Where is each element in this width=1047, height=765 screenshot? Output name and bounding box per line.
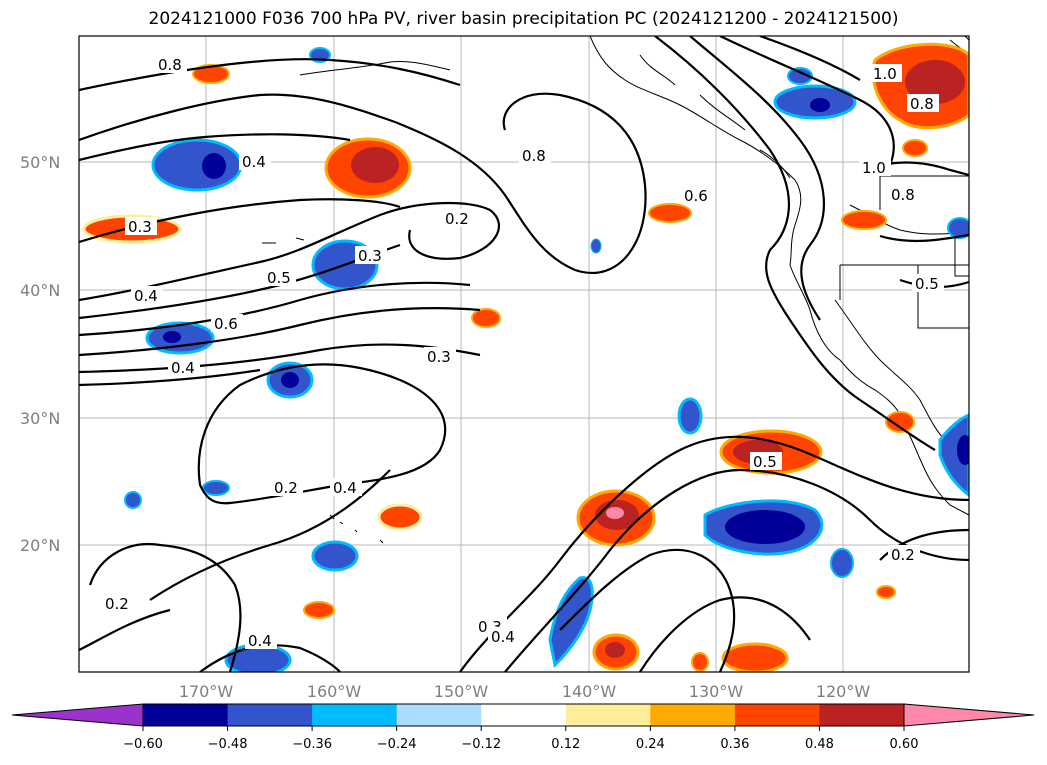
colorbar-tick-label: 0.24 (636, 737, 665, 752)
colorbar-extend-high (903, 703, 1035, 727)
contour-label: 0.3 (358, 247, 382, 265)
lat-label: 50°N (20, 153, 60, 172)
contour-label: 0.8 (910, 95, 934, 113)
colorbar: −0.60 −0.48 −0.36 −0.24 −0.12 0.12 0.24 0.36 0.4… (11, 703, 1035, 752)
colorbar-segment (396, 704, 482, 726)
contour-label: 0.2 (274, 479, 298, 497)
longitude-labels: 170°W 160°W 150°W 140°W 130°W 120°W (179, 682, 871, 701)
contour-label: 0.2 (445, 210, 469, 228)
contour-label: 0.4 (242, 153, 266, 171)
colorbar-segment (312, 704, 398, 726)
contour-label: 0.4 (333, 479, 357, 497)
contour-label: 0.5 (915, 275, 939, 293)
map-frame (78, 35, 970, 673)
colorbar-extend-low (11, 703, 144, 727)
contour-label: 0.8 (891, 186, 915, 204)
lat-label: 30°N (20, 409, 60, 428)
colorbar-tick-label: 0.48 (805, 737, 834, 752)
contour-label: 0.6 (684, 187, 708, 205)
colorbar-tick-label: 0.36 (720, 737, 749, 752)
pv-contours (79, 36, 969, 672)
contour-label: 0.5 (267, 269, 291, 287)
lon-label: 160°W (307, 682, 362, 701)
colorbar-tick-label: −0.12 (461, 737, 501, 752)
contour-label: 0.4 (248, 632, 272, 650)
contour-label: 0.2 (891, 546, 915, 564)
contour-label: 0.3 (427, 348, 451, 366)
lon-label: 140°W (562, 682, 617, 701)
contour-label: 0.8 (158, 56, 182, 74)
colorbar-tick-label: −0.48 (208, 737, 248, 752)
colorbar-tick-label: −0.60 (123, 737, 163, 752)
contour-label: 1.0 (873, 65, 897, 83)
colorbar-outline (142, 703, 905, 727)
contour-labels: 0.8 0.4 0.3 0.8 0.2 0.3 0.5 0.4 0.6 0.4 … (102, 55, 944, 650)
colorbar-tick-label: −0.24 (377, 737, 417, 752)
contour-label: 0.4 (134, 287, 158, 305)
contour-label: 0.4 (171, 359, 195, 377)
contour-label: 0.8 (522, 147, 546, 165)
contour-label: 0.6 (214, 315, 238, 333)
contour-label: 0.5 (753, 453, 777, 471)
colorbar-tick-label: 0.60 (890, 737, 919, 752)
contour-label: 0.2 (105, 595, 129, 613)
colorbar-tick-label: −0.36 (292, 737, 332, 752)
lat-label: 40°N (20, 281, 60, 300)
lat-label: 20°N (20, 536, 60, 555)
page-title: 2024121000 F036 700 hPa PV, river basin … (148, 9, 899, 29)
colorbar-segment (734, 704, 820, 726)
colorbar-tick-label: 0.12 (551, 737, 580, 752)
colorbar-segment (819, 704, 905, 726)
colorbar-segment (227, 704, 313, 726)
map-area: 0.8 0.4 0.3 0.8 0.2 0.3 0.5 0.4 0.6 0.4 … (79, 36, 969, 672)
lon-label: 120°W (816, 682, 871, 701)
contour-label: 1.0 (862, 159, 886, 177)
colorbar-segment (143, 704, 229, 726)
colorbar-segment (565, 704, 651, 726)
lon-label: 130°W (689, 682, 744, 701)
lon-label: 150°W (434, 682, 489, 701)
colorbar-segment (650, 704, 736, 726)
contour-label: 0.3 (128, 218, 152, 236)
latitude-labels: 50°N 40°N 30°N 20°N (20, 153, 60, 555)
colorbar-segment (481, 704, 567, 726)
lon-label: 170°W (179, 682, 234, 701)
contour-label: 0.4 (491, 628, 515, 646)
